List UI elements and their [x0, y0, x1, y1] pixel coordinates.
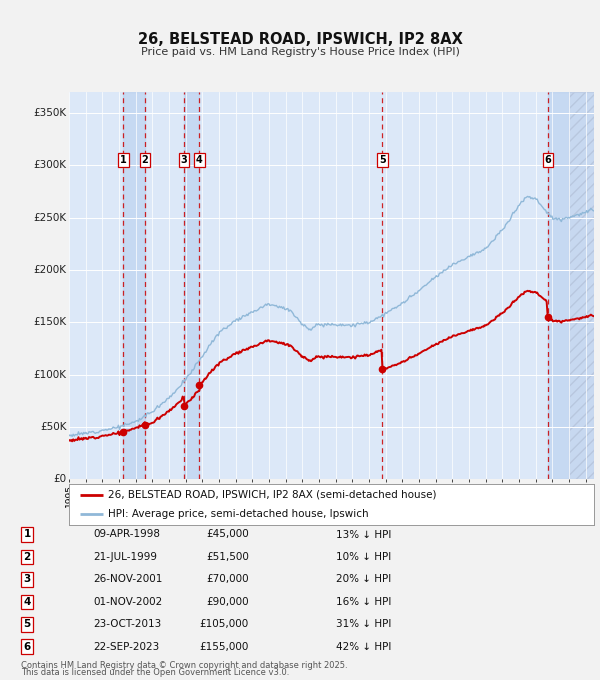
Text: 4: 4 — [196, 155, 203, 165]
Text: 23-OCT-2013: 23-OCT-2013 — [93, 619, 161, 629]
Text: £0: £0 — [53, 475, 67, 484]
Text: 10% ↓ HPI: 10% ↓ HPI — [336, 552, 391, 562]
Text: 13% ↓ HPI: 13% ↓ HPI — [336, 530, 391, 539]
Text: 2: 2 — [142, 155, 148, 165]
Text: Price paid vs. HM Land Registry's House Price Index (HPI): Price paid vs. HM Land Registry's House … — [140, 47, 460, 56]
Text: 4: 4 — [23, 597, 31, 607]
Text: 1: 1 — [23, 530, 31, 539]
Text: 26, BELSTEAD ROAD, IPSWICH, IP2 8AX (semi-detached house): 26, BELSTEAD ROAD, IPSWICH, IP2 8AX (sem… — [109, 490, 437, 500]
Text: 21-JUL-1999: 21-JUL-1999 — [93, 552, 157, 562]
Text: 2: 2 — [23, 552, 31, 562]
Text: HPI: Average price, semi-detached house, Ipswich: HPI: Average price, semi-detached house,… — [109, 509, 369, 520]
Bar — [548, 92, 594, 479]
Text: £100K: £100K — [34, 370, 67, 379]
Text: 16% ↓ HPI: 16% ↓ HPI — [336, 597, 391, 607]
Bar — [569, 92, 594, 479]
Text: 31% ↓ HPI: 31% ↓ HPI — [336, 619, 391, 629]
Text: £155,000: £155,000 — [200, 642, 249, 651]
Text: 3: 3 — [23, 575, 31, 584]
Text: 3: 3 — [181, 155, 187, 165]
Text: 6: 6 — [23, 642, 31, 651]
Text: 26, BELSTEAD ROAD, IPSWICH, IP2 8AX: 26, BELSTEAD ROAD, IPSWICH, IP2 8AX — [137, 32, 463, 47]
Text: £50K: £50K — [40, 422, 67, 432]
Text: Contains HM Land Registry data © Crown copyright and database right 2025.: Contains HM Land Registry data © Crown c… — [21, 661, 347, 670]
Text: £250K: £250K — [33, 213, 67, 222]
Bar — [124, 92, 145, 479]
Text: This data is licensed under the Open Government Licence v3.0.: This data is licensed under the Open Gov… — [21, 668, 289, 677]
Text: £105,000: £105,000 — [200, 619, 249, 629]
Text: 6: 6 — [544, 155, 551, 165]
Text: 5: 5 — [23, 619, 31, 629]
Text: 42% ↓ HPI: 42% ↓ HPI — [336, 642, 391, 651]
Text: £350K: £350K — [33, 107, 67, 118]
Bar — [569, 92, 594, 479]
Text: 5: 5 — [379, 155, 386, 165]
Text: £200K: £200K — [34, 265, 67, 275]
Text: 1: 1 — [120, 155, 127, 165]
Text: 09-APR-1998: 09-APR-1998 — [93, 530, 160, 539]
Text: £51,500: £51,500 — [206, 552, 249, 562]
Text: 22-SEP-2023: 22-SEP-2023 — [93, 642, 159, 651]
Text: 26-NOV-2001: 26-NOV-2001 — [93, 575, 163, 584]
Text: £90,000: £90,000 — [206, 597, 249, 607]
Text: 01-NOV-2002: 01-NOV-2002 — [93, 597, 162, 607]
Text: £45,000: £45,000 — [206, 530, 249, 539]
Bar — [184, 92, 199, 479]
Text: £300K: £300K — [34, 160, 67, 170]
Text: £70,000: £70,000 — [206, 575, 249, 584]
Text: 20% ↓ HPI: 20% ↓ HPI — [336, 575, 391, 584]
Text: £150K: £150K — [33, 318, 67, 327]
